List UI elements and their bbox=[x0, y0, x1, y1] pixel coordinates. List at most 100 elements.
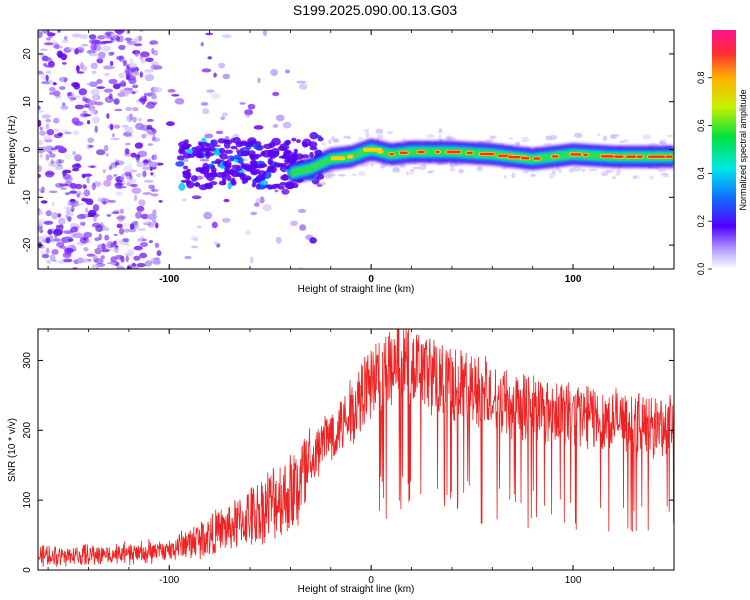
spectrogram-noise-blob bbox=[220, 116, 226, 120]
spectrogram-noise-blob bbox=[58, 217, 66, 225]
spectrogram-noise-blob bbox=[86, 176, 90, 184]
spectrogram-noise-blob bbox=[57, 30, 61, 33]
spectrogram-noise-blob bbox=[597, 133, 601, 136]
spectrogram-noise-blob bbox=[45, 70, 52, 75]
spectrogram-noise-blob bbox=[153, 49, 159, 56]
spectrogram-noise-blob bbox=[38, 236, 46, 243]
spectrogram-noise-blob bbox=[65, 208, 72, 215]
spectrogram-noise-blob bbox=[131, 263, 137, 267]
spectrogram-noise-blob bbox=[334, 139, 339, 142]
spectrogram-noise-blob bbox=[114, 159, 119, 166]
spectrogram-noise-blob bbox=[358, 136, 362, 140]
spectrogram-noise-blob bbox=[84, 173, 92, 177]
spectrogram-noise-blob bbox=[272, 124, 279, 128]
spectrogram-noise-blob bbox=[150, 64, 159, 71]
spectrogram-noise-blob bbox=[94, 101, 104, 106]
spectrogram-noise-blob bbox=[623, 139, 629, 142]
snr-series-line bbox=[38, 329, 674, 567]
figure-title: S199.2025.090.00.13.G03 bbox=[293, 2, 457, 18]
spectrogram-noise-blob bbox=[82, 110, 88, 114]
colorbar-tick-label: 0.0 bbox=[696, 263, 706, 276]
snr-x-label: Height of straight line (km) bbox=[298, 584, 415, 595]
spectrogram-noise-blob bbox=[365, 131, 370, 138]
spectrogram-noise-blob bbox=[422, 164, 427, 167]
spectrogram-noise-blob bbox=[129, 223, 135, 230]
spectrogram-noise-blob bbox=[207, 56, 213, 60]
spectrogram-cluster-blob bbox=[273, 162, 282, 168]
spectrogram-noise-blob bbox=[76, 213, 86, 220]
spectrogram-noise-blob bbox=[657, 168, 667, 173]
spectrogram-cluster-blob bbox=[178, 182, 186, 191]
spectrogram-ridge-peak-core bbox=[533, 157, 541, 160]
y-tick-label: 100 bbox=[22, 491, 33, 508]
spectrogram-noise-blob bbox=[457, 162, 463, 166]
spectrogram-cluster-blob bbox=[271, 137, 281, 146]
spectrogram-noise-blob bbox=[116, 265, 125, 269]
spectrogram-noise-blob bbox=[101, 248, 110, 253]
colorbar-ticks: 0.0 0.2 0.4 0.6 0.8 bbox=[696, 72, 712, 276]
spectrogram-cluster-blob bbox=[296, 139, 301, 144]
spectrogram-noise-blob bbox=[109, 123, 114, 131]
spectrogram-noise-blob bbox=[38, 221, 44, 228]
spectrogram-noise-blob bbox=[150, 193, 159, 197]
spectrogram-cluster-blob bbox=[253, 145, 263, 150]
spectrogram-noise-blob bbox=[136, 263, 146, 268]
spectrogram-cluster-blob bbox=[176, 155, 185, 161]
spectrogram-noise-blob bbox=[89, 38, 98, 45]
y-tick-label: 10 bbox=[22, 96, 33, 108]
spectrogram-noise-blob bbox=[101, 45, 112, 52]
spectrogram-noise-blob bbox=[154, 242, 160, 248]
spectrogram-noise-blob bbox=[454, 163, 458, 167]
spectrogram-ridge-peak-core bbox=[570, 153, 582, 156]
spectrogram-noise-blob bbox=[133, 255, 141, 261]
spectrogram-cluster-blob bbox=[258, 170, 267, 177]
spectrogram-noise-blob bbox=[150, 257, 161, 265]
spectrogram-noise-blob bbox=[105, 152, 109, 157]
spectrogram-cluster-blob bbox=[243, 177, 249, 184]
spectrogram-noise-blob bbox=[642, 134, 652, 140]
spectrogram-noise-blob bbox=[137, 117, 143, 122]
spectrogram-noise-blob bbox=[113, 174, 118, 177]
colorbar-tick-label: 0.8 bbox=[696, 72, 706, 85]
spectrogram-noise-blob bbox=[132, 220, 139, 226]
spectrogram-noise-blob bbox=[476, 165, 483, 172]
spectrogram-noise-blob bbox=[438, 135, 442, 138]
spectrogram-noise-blob bbox=[41, 114, 51, 119]
spectrogram-noise-blob bbox=[600, 171, 609, 177]
spectrogram-noise-blob bbox=[108, 51, 114, 56]
spectrogram-noise-blob bbox=[49, 190, 58, 194]
spectrogram-noise-blob bbox=[151, 102, 158, 105]
spectrogram-noise-blob bbox=[147, 143, 154, 146]
spectrogram-noise-blob bbox=[155, 137, 161, 140]
spectrogram-noise-blob bbox=[447, 136, 456, 140]
spectrogram-cluster-blob bbox=[250, 170, 257, 175]
spectrogram-noise-blob bbox=[184, 255, 192, 260]
spectrogram-noise-blob bbox=[58, 147, 67, 154]
spectrogram-noise-blob bbox=[87, 137, 94, 143]
spectrogram-noise-blob bbox=[114, 108, 123, 112]
spectrogram-noise-blob bbox=[56, 158, 62, 166]
spectrogram-noise-blob bbox=[79, 236, 89, 244]
spectrogram-noise-blob bbox=[124, 126, 133, 131]
spectrogram-ridge-peak-core bbox=[417, 150, 425, 154]
spectrogram-noise-blob bbox=[142, 170, 147, 178]
spectrogram-noise-blob bbox=[376, 134, 384, 140]
spectrogram-noise-blob bbox=[123, 165, 133, 173]
colorbar-tick-label: 0.6 bbox=[696, 119, 706, 132]
spectrogram-noise-blob bbox=[438, 128, 443, 134]
spectrogram-noise-blob bbox=[120, 256, 125, 263]
spectrogram-cluster-blob bbox=[207, 172, 218, 176]
spectrogram-cluster-blob bbox=[309, 151, 314, 158]
spectrogram-noise-blob bbox=[351, 173, 357, 176]
spectrogram-noise-blob bbox=[328, 139, 332, 145]
spectrogram-noise-blob bbox=[104, 72, 110, 77]
spectrogram-noise-blob bbox=[91, 182, 96, 191]
spectrogram-noise-blob bbox=[112, 83, 121, 90]
spectrogram-noise-blob bbox=[134, 142, 143, 149]
spectrogram-noise-blob bbox=[138, 97, 147, 103]
spectrogram-noise-blob bbox=[75, 183, 83, 190]
spectrogram-noise-blob bbox=[138, 199, 146, 207]
spectrogram-noise-blob bbox=[72, 168, 80, 172]
spectrogram-cluster-blob bbox=[249, 154, 259, 161]
spectrogram-noise-blob bbox=[298, 266, 304, 269]
